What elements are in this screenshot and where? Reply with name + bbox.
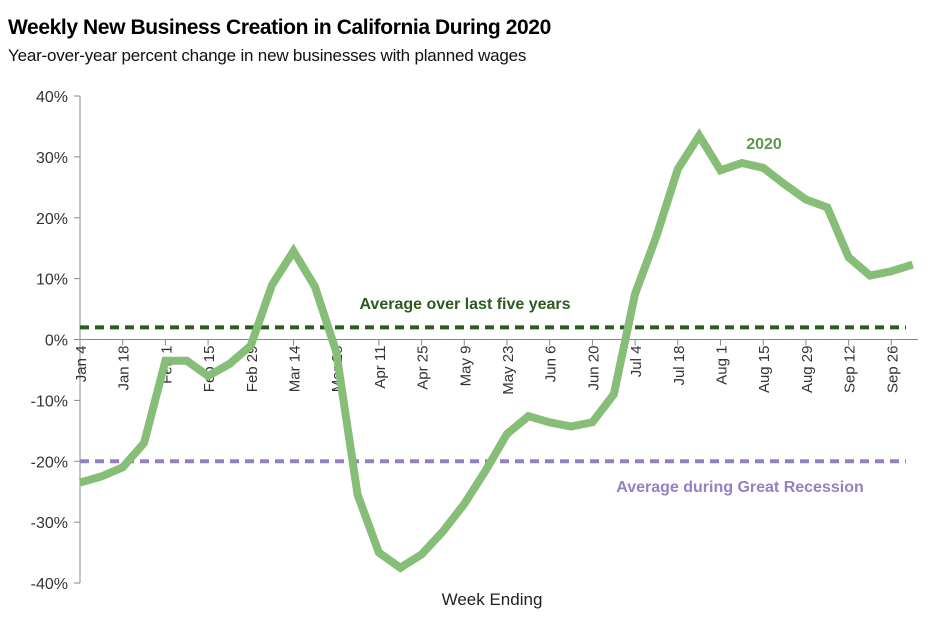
x-tick-label: May 23: [500, 346, 517, 395]
x-tick-label: Jan 4: [73, 346, 90, 383]
series-line-2020: [78, 128, 914, 573]
x-tick-label: Apr 25: [415, 346, 432, 390]
y-tick-label: -20%: [31, 454, 68, 471]
x-tick-label: Aug 15: [756, 346, 773, 394]
y-tick-label: 40%: [36, 89, 68, 106]
x-tick-label: Feb 15: [201, 346, 218, 393]
y-tick-label: 10%: [36, 272, 68, 289]
x-axis-label: Week Ending: [442, 590, 543, 609]
y-tick-label: -10%: [31, 393, 68, 410]
y-tick-label: -30%: [31, 515, 68, 532]
x-tick-label: Jun 6: [543, 346, 560, 383]
x-tick-label: Jan 18: [116, 346, 133, 391]
x-tick-label: Jul 18: [671, 346, 688, 386]
x-tick-label: Feb 29: [244, 346, 261, 393]
x-tick-label: Jul 4: [628, 346, 645, 378]
x-tick-label: Sep 26: [884, 346, 901, 394]
x-tick-label: Sep 12: [842, 346, 859, 394]
series-label-2020: 2020: [746, 136, 782, 153]
y-tick-label: 20%: [36, 211, 68, 228]
annotation-five-year-average: Average over last five years: [359, 296, 570, 313]
chart-subtitle: Year-over-year percent change in new bus…: [8, 46, 527, 65]
y-tick-label: 0%: [45, 333, 68, 350]
x-tick-label: Apr 11: [372, 346, 389, 389]
x-tick-label: May 9: [457, 346, 474, 387]
y-tick-label: -40%: [31, 576, 68, 593]
series-layer: [78, 128, 914, 573]
annotation-great-recession-average: Average during Great Recession: [616, 479, 864, 496]
x-tick-label: Aug 29: [799, 346, 816, 394]
y-tick-label: 30%: [36, 150, 68, 167]
y-axis: 40% 30% 20% 10% 0% -10% -20% -30% -40%: [31, 89, 81, 593]
x-tick-label: Mar 14: [287, 346, 304, 393]
chart-title: Weekly New Business Creation in Californ…: [8, 16, 551, 39]
x-tick-label: Aug 1: [714, 346, 731, 385]
x-tick-label: Jun 20: [585, 346, 602, 391]
